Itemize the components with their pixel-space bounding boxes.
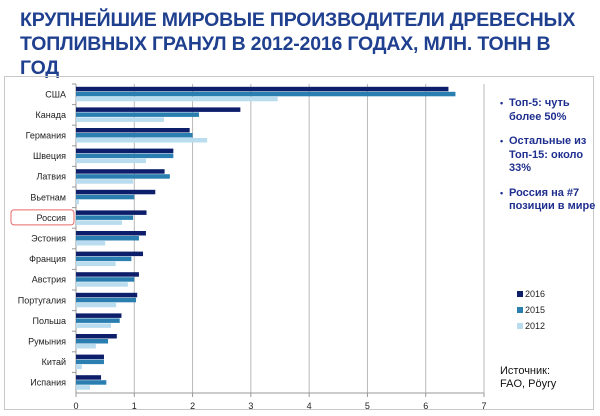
- category-label: Польша: [33, 316, 66, 326]
- category-label: Швеция: [33, 151, 66, 161]
- source-note: Источник: FAO, Pöyry: [500, 365, 556, 391]
- legend-swatch: [517, 323, 523, 329]
- bar-2012: [76, 261, 116, 267]
- x-tick-label: 5: [365, 401, 370, 411]
- legend-swatch: [517, 307, 523, 313]
- bar-2015: [76, 112, 199, 117]
- bar-2016: [76, 148, 174, 154]
- bar-2012: [76, 323, 111, 328]
- bar-2016: [76, 354, 104, 360]
- bar-2012: [76, 138, 208, 143]
- bar-2016: [76, 189, 156, 195]
- note-item: Остальные из Топ-15: около 33%: [500, 135, 598, 176]
- category-label: Вьетнам: [30, 192, 66, 202]
- category-label: Австрия: [32, 275, 66, 285]
- category-label: Испания: [30, 378, 66, 388]
- bar-2016: [76, 272, 139, 277]
- bar-2015: [76, 133, 193, 138]
- category-label: Португалия: [18, 295, 66, 305]
- bar-2012: [76, 199, 79, 205]
- bar-2015: [76, 256, 132, 262]
- bar-2015: [76, 153, 174, 159]
- highlight-box: [10, 209, 75, 226]
- bar-2012: [76, 385, 90, 390]
- bar-2012: [76, 344, 96, 349]
- bar-2016: [76, 375, 102, 380]
- category-label: США: [45, 89, 66, 99]
- bar-2016: [76, 107, 241, 112]
- bar-2016: [76, 86, 449, 92]
- bar-2016: [76, 251, 144, 257]
- source-value: FAO, Pöyry: [500, 378, 557, 390]
- bar-2015: [76, 297, 137, 303]
- category-label: Китай: [42, 357, 66, 367]
- bar-2016: [76, 128, 190, 133]
- bar-2012: [76, 220, 123, 225]
- category-label: Германия: [26, 131, 66, 141]
- bar-2015: [76, 194, 135, 200]
- bar-2015: [76, 236, 139, 241]
- category-label: Франция: [29, 254, 66, 264]
- x-tick-label: 3: [248, 401, 253, 411]
- legend-swatch: [517, 291, 523, 297]
- bar-2012: [76, 364, 82, 370]
- source-label: Источник:: [500, 365, 551, 377]
- bar-2012: [76, 241, 106, 246]
- bar-2016: [76, 169, 165, 174]
- x-tick-label: 7: [481, 401, 486, 411]
- bar-2016: [76, 313, 122, 318]
- bar-2015: [76, 359, 104, 365]
- category-label: Латвия: [36, 172, 66, 182]
- bar-2016: [76, 231, 146, 236]
- bar-2012: [76, 282, 128, 287]
- bar-2015: [76, 380, 107, 385]
- bar-2016: [76, 210, 147, 215]
- legend-label: 2016: [525, 289, 545, 299]
- note-item: Топ-5: чуть более 50%: [500, 97, 598, 124]
- bar-2015: [76, 215, 134, 220]
- bar-2016: [76, 292, 138, 298]
- bar-2012: [76, 302, 117, 308]
- x-tick-label: 1: [132, 401, 137, 411]
- bar-2015: [76, 174, 170, 179]
- bar-2015: [76, 339, 109, 344]
- x-tick-label: 6: [423, 401, 428, 411]
- bar-2012: [76, 179, 134, 184]
- bar-2012: [76, 96, 278, 102]
- bar-2015: [76, 318, 120, 323]
- bar-2015: [76, 91, 456, 97]
- bar-2012: [76, 158, 146, 164]
- bar-2012: [76, 117, 165, 122]
- legend-label: 2012: [525, 321, 545, 331]
- category-label: Канада: [36, 110, 66, 120]
- x-tick-label: 2: [190, 401, 195, 411]
- note-item: Россия на #7 позиции в мире: [500, 187, 598, 214]
- notes-panel: Топ-5: чуть более 50% Остальные из Топ-1…: [500, 97, 598, 225]
- category-label: Румыния: [28, 337, 66, 347]
- bar-2016: [76, 334, 117, 339]
- x-tick-label: 0: [73, 401, 78, 411]
- category-label: Россия: [36, 213, 66, 223]
- x-tick-label: 4: [307, 401, 312, 411]
- page-title: КРУПНЕЙШИЕ МИРОВЫЕ ПРОИЗВОДИТЕЛИ ДРЕВЕСН…: [20, 9, 576, 79]
- category-label: Эстония: [31, 234, 66, 244]
- legend-label: 2015: [525, 305, 545, 315]
- chart-frame: [4, 76, 594, 410]
- bar-2015: [76, 277, 135, 282]
